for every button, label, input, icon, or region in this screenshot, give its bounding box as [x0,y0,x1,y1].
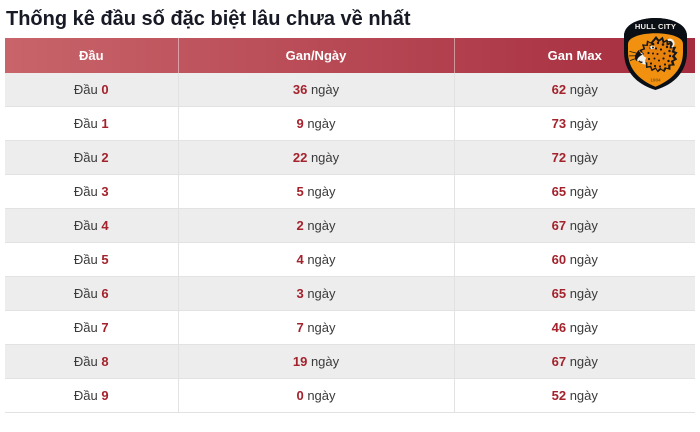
svg-text:HULL CITY: HULL CITY [635,22,676,31]
svg-text:1904: 1904 [650,78,661,83]
